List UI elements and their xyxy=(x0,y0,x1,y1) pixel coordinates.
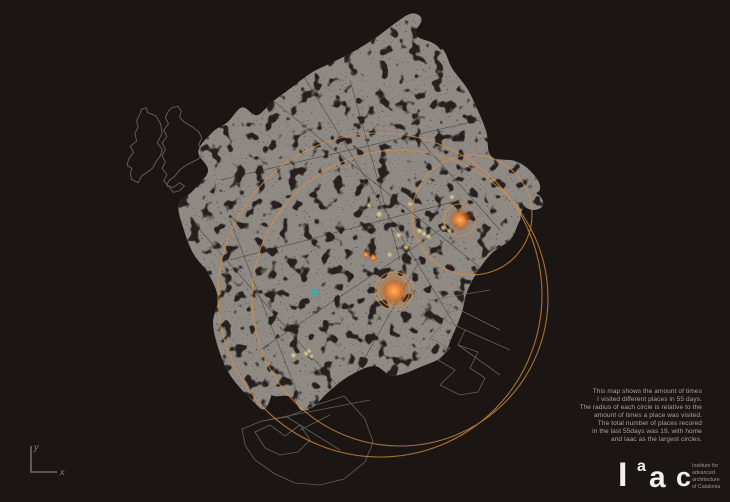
svg-text:The radius of each circle is r: The radius of each circle is relative to… xyxy=(579,404,702,411)
svg-text:of Catalonia: of Catalonia xyxy=(692,484,720,490)
svg-text:advanced: advanced xyxy=(692,470,715,476)
svg-text:and Iaac as the largest circle: and Iaac as the largest circles. xyxy=(611,436,702,443)
svg-text:x: x xyxy=(59,467,65,477)
svg-text:I: I xyxy=(618,456,626,494)
svg-text:I visited different places in: I visited different places in 55 days. xyxy=(597,396,702,403)
svg-text:in the last 55days was 19, wit: in the last 55days was 19, with home xyxy=(592,428,702,435)
svg-text:The total number of places rec: The total number of places recored xyxy=(598,420,702,427)
svg-text:architecture: architecture xyxy=(692,477,720,483)
svg-text:y: y xyxy=(33,442,39,452)
svg-text:Institute for: Institute for xyxy=(692,463,718,469)
svg-text:a: a xyxy=(637,458,646,475)
svg-text:a: a xyxy=(649,461,666,494)
svg-text:c: c xyxy=(676,462,691,492)
svg-text:This map shows the amount of t: This map shows the amount of times xyxy=(593,388,703,395)
svg-text:amount of times a place was vi: amount of times a place was visited. xyxy=(594,412,702,419)
